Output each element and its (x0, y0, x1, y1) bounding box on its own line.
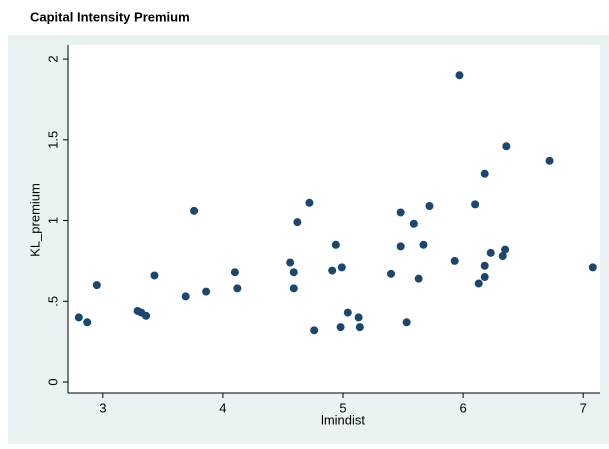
point (402, 318, 411, 327)
x-tick-label: 3 (99, 400, 106, 415)
point (480, 273, 489, 282)
x-tick-label: 7 (580, 400, 587, 415)
point (181, 292, 190, 301)
point (230, 268, 239, 277)
y-tick-label: 0 (45, 378, 60, 385)
x-axis-label: lmindist (321, 412, 365, 427)
point (293, 218, 302, 227)
point (498, 252, 507, 261)
point (455, 71, 464, 80)
point (286, 258, 295, 267)
point (336, 323, 345, 332)
point (310, 326, 319, 335)
y-tick-label: .5 (45, 296, 60, 307)
point (474, 279, 483, 288)
point (202, 287, 211, 296)
x-tick-label: 4 (219, 400, 226, 415)
point (502, 142, 511, 151)
point (387, 269, 396, 278)
point (419, 240, 428, 249)
point (501, 245, 510, 254)
chart-title: Capital Intensity Premium (30, 9, 190, 24)
point (150, 271, 159, 280)
y-tick-label: 1.5 (45, 131, 60, 149)
point (343, 308, 352, 317)
point (396, 208, 405, 217)
point (142, 311, 151, 320)
point (425, 202, 434, 211)
plot-area (68, 45, 600, 393)
point (305, 198, 314, 207)
point (74, 313, 83, 322)
point (471, 200, 480, 209)
y-tick-label: 2 (45, 55, 60, 62)
point (337, 263, 346, 272)
point (354, 313, 363, 322)
point (588, 263, 597, 272)
point (486, 248, 495, 257)
y-axis-label: KL_premium (27, 183, 42, 257)
point (409, 219, 418, 228)
point (450, 256, 459, 265)
point (190, 206, 199, 215)
point (480, 261, 489, 270)
point (545, 156, 554, 165)
x-tick-label: 6 (459, 400, 466, 415)
point (396, 242, 405, 251)
point (331, 240, 340, 249)
y-tick-label: 1 (45, 217, 60, 224)
point (355, 323, 364, 332)
point (233, 284, 242, 293)
point (414, 274, 423, 283)
point (92, 281, 101, 290)
point (289, 284, 298, 293)
point (289, 268, 298, 277)
point (480, 169, 489, 178)
point (83, 318, 92, 327)
point (328, 266, 337, 275)
x-tick-label: 5 (339, 400, 346, 415)
